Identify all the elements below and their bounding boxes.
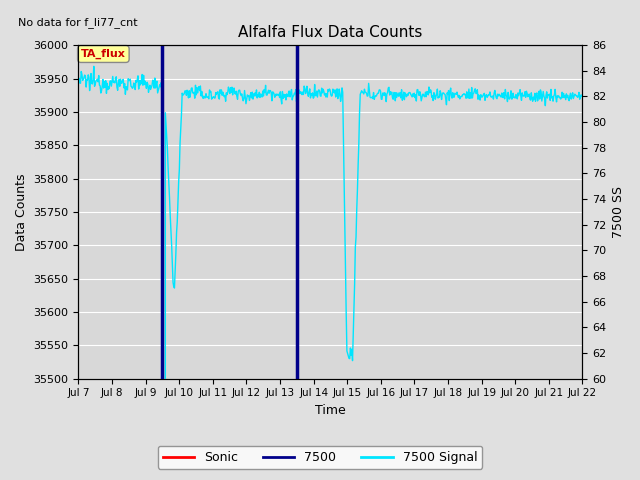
7500 Signal [75, 79, 83, 84]
Y-axis label: Data Counts: Data Counts [15, 173, 28, 251]
X-axis label: Time: Time [315, 404, 346, 417]
7500 Signal [215, 95, 223, 101]
Text: TA_flux: TA_flux [81, 49, 126, 59]
Y-axis label: 7500 SS: 7500 SS [612, 186, 625, 238]
Text: No data for f_li77_cnt: No data for f_li77_cnt [18, 17, 138, 28]
7500 Signal [408, 93, 415, 98]
7500 Signal [84, 77, 92, 83]
7500 Signal [188, 85, 196, 91]
7500 Signal [579, 94, 586, 100]
7500 Signal [136, 82, 144, 88]
7500 Signal [393, 95, 401, 100]
Legend: Sonic, 7500, 7500 Signal: Sonic, 7500, 7500 Signal [158, 446, 482, 469]
Title: Alfalfa Flux Data Counts: Alfalfa Flux Data Counts [238, 25, 422, 40]
7500 Signal [90, 63, 98, 69]
Line: 7500 Signal: 7500 Signal [79, 66, 582, 480]
